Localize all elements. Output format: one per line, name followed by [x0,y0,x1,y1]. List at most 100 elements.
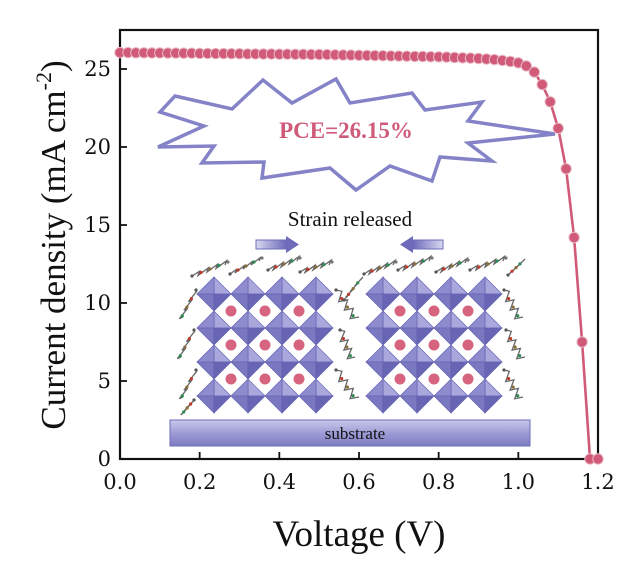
ligand-atom [518,262,522,266]
octahedron-face [484,327,503,346]
ligand-atom [345,345,349,349]
octahedron-face [382,293,401,312]
ligand-atom [217,263,221,268]
ligand-atom [208,267,212,271]
ligand-atom [192,398,196,402]
ligand-chain [435,256,469,275]
y-axis: 0 5 10 15 20 25 [84,57,127,471]
strain-released-label: Strain released [288,207,413,231]
octahedron-face [450,395,469,414]
octahedron-face [315,293,334,312]
ligand-atom [298,256,302,260]
octahedron-face [281,395,300,414]
octahedron-face [247,293,266,312]
octahedron-face [365,395,384,414]
octahedron-face [213,293,232,312]
ligand-atom [189,297,193,301]
ligand-atom [413,262,417,266]
ligand-atom [199,270,203,275]
ligand-atom [386,263,390,267]
octahedron-face [365,327,384,346]
octahedron-face [196,361,215,380]
ligand-atom [394,260,398,264]
octahedron-face [382,361,401,380]
ligand-chain [505,329,526,360]
x-axis: 0.0 0.2 0.4 0.6 0.8 1.0 1.2 [103,452,615,494]
octahedron-face [365,310,384,329]
octahedron-face [450,276,469,295]
octahedron-face [315,344,334,363]
ligand-atom [345,305,349,309]
ligand-atom [178,354,182,358]
ligand-atom [244,264,248,268]
ligand-atom [228,272,232,276]
ligand-atom [356,281,360,285]
octahedron-face [433,276,452,295]
x-axis-title: Voltage (V) [273,514,446,555]
octahedron-face [230,395,249,414]
octahedron-face [467,395,486,414]
ligand-atom [194,288,198,292]
ligand-chain [178,289,198,320]
octahedron-face [196,395,215,414]
ligand-atom [421,259,426,263]
ligand-atom [298,270,302,274]
ligand-atom [370,269,374,273]
octahedron-face [196,293,215,312]
octahedron-face [484,378,503,397]
ligand-atom [347,292,351,296]
octahedron-face [416,327,435,346]
ligand-atom [180,314,184,318]
octahedron-face [450,327,469,346]
octahedron-face [264,395,283,414]
ligand-atom [396,268,400,272]
octahedron-face [264,276,283,295]
ligand-atom [507,377,511,381]
pce-callout: PCE=26.15% [156,76,556,193]
ligand-chain [191,259,228,278]
ligand-chain [299,258,333,275]
ligand-atom [182,410,186,414]
ligand-atom [511,305,515,309]
octahedron-face [281,361,300,380]
octahedron-face [382,276,401,295]
data-point [520,60,532,72]
substrate-bar [169,419,531,447]
octahedron-face [213,327,232,346]
ligand-atom [404,265,409,269]
octahedron-face [281,276,300,295]
octahedron-face [315,378,334,397]
y-tick-label: 0 [98,447,111,471]
ligand-atom [282,262,286,266]
ligand-atom [345,385,349,389]
ligand-chain [229,256,262,275]
ligand-atom [468,268,472,272]
octahedron-face [315,310,334,329]
a-site-cation [428,373,440,385]
octahedron-face [484,395,503,414]
data-point [544,96,556,108]
ligand-atom [458,261,462,265]
octahedron-face [315,276,334,295]
octahedron-face [467,276,486,295]
octahedron-face [213,361,232,380]
ligand-atom [518,354,522,358]
data-point [576,336,588,348]
a-site-cation [259,305,271,317]
ligand-atom [340,377,344,381]
octahedron-face [399,276,418,295]
ligand-atom [514,266,518,270]
ligand-atom [466,258,470,262]
y-tick-label: 20 [84,135,111,159]
ligand-atom [180,394,184,398]
x-tick-label: 1.0 [502,470,535,494]
a-site-cation [259,339,271,351]
octahedron-face [382,395,401,414]
ligand-atom [509,337,513,341]
octahedron-face [416,293,435,312]
ligand-atom [226,260,230,264]
y-tick-label: 15 [84,213,111,237]
octahedron-face [298,276,317,295]
octahedron-face [247,361,266,380]
data-point [568,231,580,244]
